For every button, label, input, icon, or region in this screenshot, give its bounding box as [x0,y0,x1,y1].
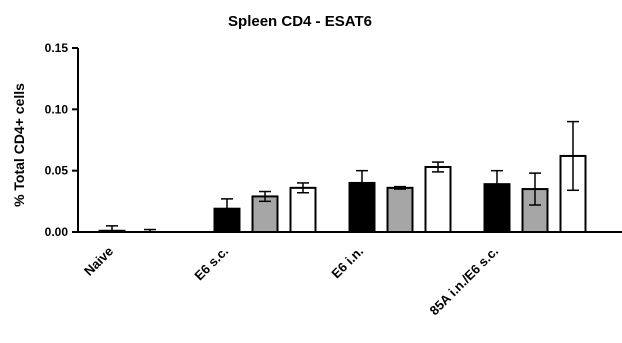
y-tick-label: 0.00 [45,225,69,239]
bars [98,154,587,234]
bar-1-2 [289,186,317,233]
bar-2-2 [424,165,452,233]
category-labels: Naive E6 s.c. E6 i.n. 85A i.n./E6 s.c. [81,244,501,319]
category-label: E6 i.n. [328,244,366,282]
bar-2-1 [386,186,414,233]
bar-1-1 [251,195,279,233]
y-axis-label: % Total CD4+ cells [11,83,27,207]
category-label: Naive [81,244,116,279]
category-label: 85A i.n./E6 s.c. [426,244,501,319]
y-ticks: 0.00 0.05 0.10 0.15 [45,41,78,239]
error-bars [106,120,579,232]
category-label: E6 s.c. [191,244,231,284]
y-tick-label: 0.05 [45,164,69,178]
chart-title: Spleen CD4 - ESAT6 [228,13,372,30]
y-tick-label: 0.15 [45,41,69,55]
y-tick-label: 0.10 [45,102,69,116]
